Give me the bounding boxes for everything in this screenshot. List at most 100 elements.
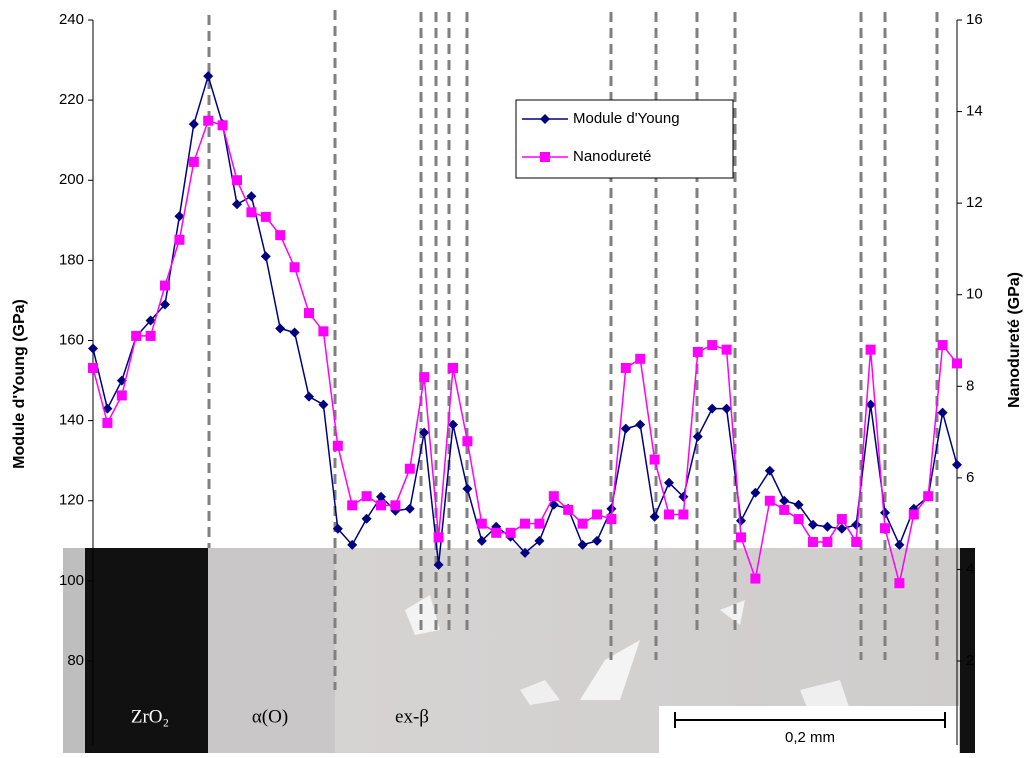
marker	[606, 514, 617, 525]
marker	[894, 578, 905, 589]
marker	[376, 491, 386, 502]
marker	[793, 499, 804, 510]
marker	[779, 495, 790, 506]
marker	[952, 358, 962, 369]
marker	[505, 527, 516, 538]
marker	[707, 403, 718, 414]
y-tick-label: 140	[59, 412, 84, 429]
y-tick-label: 180	[59, 251, 84, 268]
marker	[448, 419, 458, 430]
marker	[664, 477, 674, 488]
marker	[433, 532, 444, 543]
legend-marker	[540, 152, 550, 162]
marker	[332, 440, 343, 451]
marker	[217, 120, 228, 131]
micrograph	[63, 548, 975, 753]
marker	[404, 463, 415, 474]
marker	[520, 518, 530, 529]
y2-axis-title: Nanodureté (GPa)	[1006, 272, 1023, 408]
marker	[275, 230, 286, 241]
marker	[390, 500, 401, 511]
marker	[865, 344, 876, 355]
marker	[577, 518, 588, 529]
marker	[203, 115, 214, 126]
marker	[548, 491, 559, 502]
marker	[304, 391, 314, 402]
marker	[462, 436, 473, 447]
marker	[678, 509, 689, 520]
marker	[649, 511, 660, 522]
series-line	[92, 119, 958, 584]
marker	[635, 353, 646, 364]
annotation: ex-β	[395, 706, 429, 727]
marker	[721, 344, 732, 355]
marker	[318, 399, 329, 410]
phase-boundaries	[207, 10, 939, 690]
marker	[88, 362, 98, 373]
marker	[476, 518, 487, 529]
marker	[836, 514, 847, 525]
marker	[592, 535, 602, 546]
y2-tick-label: 14	[966, 103, 983, 120]
marker	[145, 315, 156, 326]
y2-tick-label: 12	[966, 194, 983, 211]
marker	[923, 491, 934, 502]
marker	[836, 523, 847, 534]
marker	[880, 523, 890, 534]
marker	[880, 507, 890, 518]
marker	[131, 330, 142, 341]
legend-label: Module d'Young	[573, 110, 680, 127]
marker	[865, 399, 876, 410]
marker	[649, 454, 660, 465]
y-axis-title: Module d'Young (GPa)	[11, 299, 28, 469]
marker	[491, 527, 502, 538]
marker	[851, 519, 862, 530]
marker	[476, 535, 487, 546]
marker	[232, 175, 242, 186]
marker	[563, 504, 574, 515]
marker	[332, 523, 343, 534]
marker	[937, 340, 948, 351]
marker	[433, 559, 444, 570]
legend-label: Nanodureté	[573, 148, 651, 165]
marker	[448, 362, 458, 373]
marker	[894, 539, 905, 550]
marker	[692, 431, 703, 442]
marker	[174, 234, 185, 245]
y2-tick-label: 16	[966, 11, 983, 28]
y-tick-label: 100	[59, 572, 84, 589]
marker	[592, 509, 602, 520]
marker	[376, 500, 386, 511]
legend	[515, 99, 734, 179]
marker	[606, 503, 617, 514]
marker	[160, 280, 170, 291]
marker	[347, 539, 358, 550]
y2-tick-label: 10	[966, 286, 983, 303]
marker	[275, 323, 286, 334]
marker	[462, 483, 473, 494]
marker	[289, 327, 300, 338]
marker	[707, 340, 718, 351]
marker	[260, 251, 271, 262]
marker	[347, 500, 358, 511]
marker	[692, 346, 703, 357]
annotation: α(O)	[252, 706, 288, 727]
marker	[318, 326, 329, 337]
scale-bar-label: 0,2 mm	[785, 729, 835, 746]
y-tick-label: 220	[59, 91, 84, 108]
marker	[246, 191, 257, 202]
marker	[88, 343, 98, 354]
marker	[188, 119, 199, 130]
marker	[750, 573, 761, 584]
legend-marker	[540, 114, 550, 124]
marker	[520, 547, 530, 558]
annotation: ZrO₂	[131, 706, 169, 727]
y-tick-label: 160	[59, 331, 84, 348]
marker	[188, 156, 199, 167]
marker	[203, 71, 214, 82]
marker	[750, 487, 761, 498]
marker	[764, 465, 775, 476]
marker	[246, 207, 257, 218]
marker	[577, 539, 588, 550]
